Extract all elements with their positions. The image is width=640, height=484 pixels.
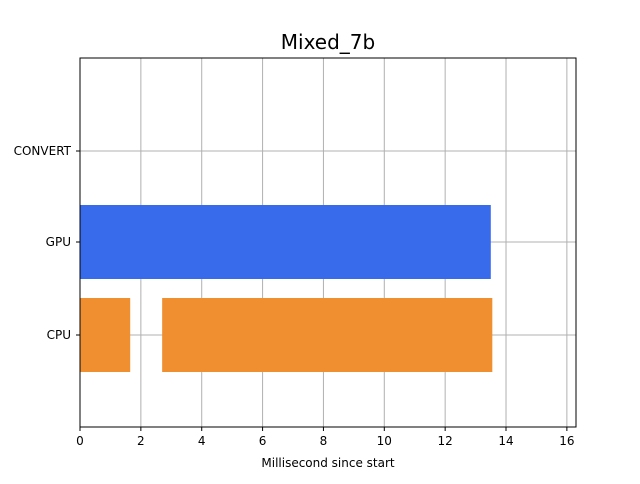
bar-cpu-segment [162, 298, 493, 372]
y-tick-label: CONVERT [14, 144, 72, 158]
bar-gpu-segment [80, 205, 491, 279]
bar-cpu-segment [80, 298, 131, 372]
x-tick-label: 10 [377, 434, 392, 448]
y-axis-ticks: CPU GPU CONVERT [14, 144, 80, 342]
x-tick-label: 16 [559, 434, 574, 448]
x-tick-label: 14 [498, 434, 513, 448]
x-tick-label: 8 [320, 434, 328, 448]
x-tick-label: 4 [198, 434, 206, 448]
x-tick-label: 12 [438, 434, 453, 448]
x-tick-label: 2 [137, 434, 145, 448]
x-tick-label: 6 [259, 434, 267, 448]
x-axis-label: Millisecond since start [261, 456, 395, 470]
y-tick-label: GPU [46, 235, 71, 249]
chart-title: Mixed_7b [281, 30, 375, 54]
x-axis-ticks: 0 2 4 6 8 10 12 14 16 [76, 427, 575, 448]
bar-segments [80, 205, 493, 372]
x-tick-label: 0 [76, 434, 84, 448]
y-tick-label: CPU [47, 328, 71, 342]
